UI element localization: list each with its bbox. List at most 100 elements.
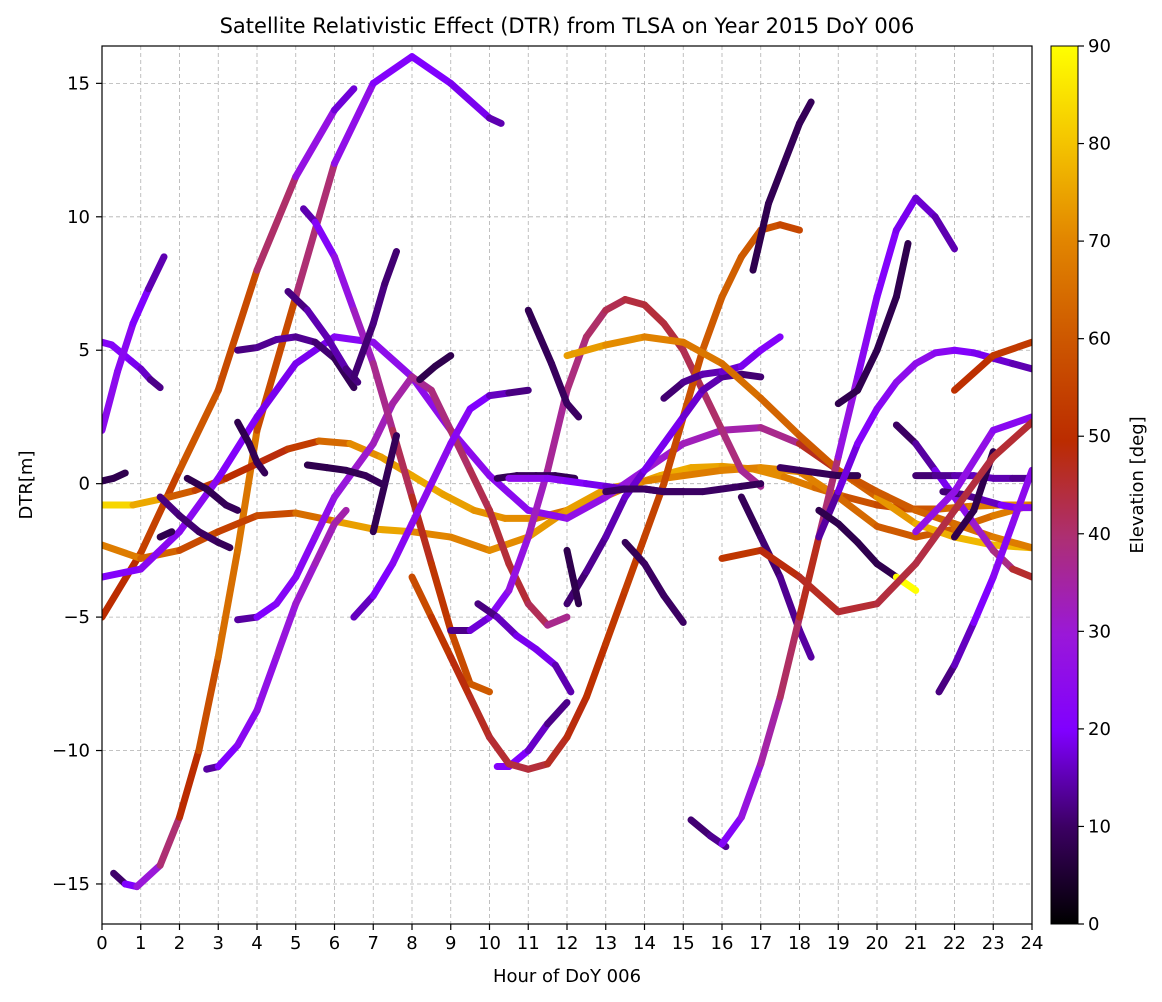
series-segment <box>222 460 261 482</box>
series-segment <box>854 293 881 381</box>
colorbar-tick-label: 80 <box>1088 134 1111 155</box>
series-segment <box>292 509 338 525</box>
series-segment <box>156 493 183 520</box>
x-tick-label: 17 <box>749 933 772 954</box>
series-segment <box>563 333 590 394</box>
series-segment <box>203 485 230 509</box>
series-segment <box>737 760 765 821</box>
series-segment <box>272 573 300 608</box>
series-segment <box>737 226 765 261</box>
series-segment <box>369 338 416 381</box>
series-segment <box>718 424 765 434</box>
series-segment <box>431 352 455 370</box>
colorbar-tick-label: 50 <box>1088 426 1111 447</box>
series-segment <box>854 405 881 448</box>
series-segment <box>137 528 183 573</box>
series-segment <box>331 517 377 533</box>
series-segment <box>532 645 559 669</box>
x-tick-label: 6 <box>329 933 340 954</box>
series-segment <box>331 85 358 114</box>
series-segment <box>447 79 493 122</box>
x-tick-label: 21 <box>904 933 927 954</box>
series-segment <box>621 466 648 501</box>
series-segment <box>362 472 385 488</box>
series-segment <box>602 493 629 541</box>
series-segment <box>718 426 745 474</box>
x-tick-label: 9 <box>445 933 456 954</box>
series-segment <box>447 405 474 448</box>
series-segment <box>854 346 881 394</box>
series-segment <box>486 114 505 127</box>
series-segment <box>935 661 958 696</box>
data-series <box>102 53 1032 891</box>
series-segment <box>114 320 137 376</box>
colorbar-tick-label: 40 <box>1088 524 1111 545</box>
series-segment <box>505 560 532 608</box>
series-segment <box>222 501 242 514</box>
series-segment <box>679 426 726 448</box>
series-segment <box>563 485 610 514</box>
series-segment <box>660 378 687 402</box>
series-segment <box>129 285 152 328</box>
series-segment <box>737 346 765 370</box>
x-tick-label: 11 <box>517 933 540 954</box>
series-segment <box>563 341 610 360</box>
series-3 <box>102 85 358 621</box>
series-segment <box>602 586 629 648</box>
series-segment <box>408 373 435 394</box>
series-segment <box>427 613 455 661</box>
series-segment <box>776 613 803 701</box>
series-segment <box>253 173 300 274</box>
series-segment <box>951 506 978 541</box>
series-segment <box>292 159 338 301</box>
x-tick-label: 23 <box>982 933 1005 954</box>
series-segment <box>796 626 815 661</box>
x-tick-label: 12 <box>556 933 579 954</box>
series-segment <box>873 522 920 541</box>
series-segment <box>350 592 377 621</box>
series-segment <box>311 493 338 541</box>
series-segment <box>176 747 203 821</box>
series-segment <box>1009 466 1032 528</box>
series-21 <box>416 352 455 384</box>
series-segment <box>505 386 532 397</box>
series-segment <box>679 346 707 394</box>
series-49 <box>718 418 1032 616</box>
series-segment <box>408 493 435 568</box>
y-tick-label: 15 <box>67 73 90 94</box>
series-segment <box>427 440 455 488</box>
series-segment <box>892 421 920 448</box>
series-segment <box>234 707 261 749</box>
series-segment <box>234 418 253 448</box>
series-segment <box>369 360 397 434</box>
colorbar-ticks: 0 10 20 30 40 50 60 70 80 90 <box>1078 36 1111 935</box>
series-segment <box>621 538 648 568</box>
series-29 <box>563 370 765 608</box>
grid <box>102 46 1032 924</box>
series-1 <box>102 253 168 434</box>
series-segment <box>284 288 311 314</box>
series-segment <box>660 413 687 448</box>
series-segment <box>641 560 668 600</box>
series-segment <box>447 653 474 701</box>
series-segment <box>699 386 726 434</box>
series-23 <box>474 600 575 696</box>
colorbar-tick-label: 20 <box>1088 719 1111 740</box>
series-segment <box>214 741 242 771</box>
series-segment <box>292 560 319 608</box>
series-segment <box>892 194 920 234</box>
series-segment <box>780 119 803 167</box>
series-41 <box>834 239 912 408</box>
series-segment <box>1009 360 1032 373</box>
series-segment <box>989 533 1032 552</box>
x-tick-label: 3 <box>213 933 224 954</box>
series-segment <box>687 816 714 840</box>
series-segment <box>873 226 900 301</box>
series-segment <box>284 437 323 453</box>
series-segment <box>311 520 338 568</box>
series-segment <box>214 266 261 394</box>
x-tick-label: 15 <box>672 933 695 954</box>
series-segment <box>369 53 416 87</box>
series-50 <box>951 338 1032 394</box>
x-tick-label: 4 <box>251 933 262 954</box>
